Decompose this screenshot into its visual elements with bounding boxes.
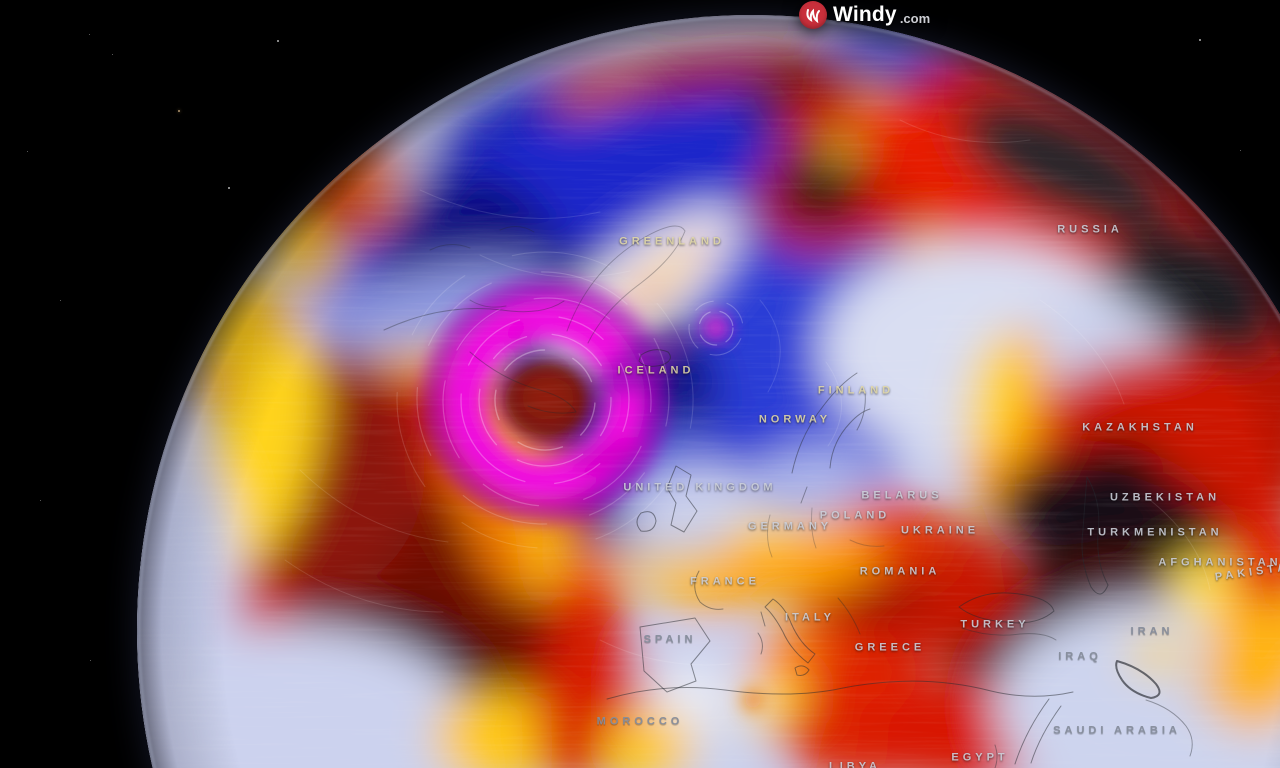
atmosphere-rim [138, 16, 1280, 768]
globe-vignette [137, 15, 1280, 768]
brand-name: Windy [833, 3, 897, 26]
star [40, 500, 41, 501]
anomaly-field-svg [137, 15, 1280, 768]
star [90, 660, 91, 661]
star [112, 54, 113, 55]
brand-tld: .com [899, 11, 931, 26]
windy-swirl-icon [799, 1, 827, 29]
windy-logo[interactable]: Windy .com [799, 1, 930, 29]
star [89, 34, 90, 35]
globe-map-canvas[interactable] [137, 15, 1280, 768]
star [60, 300, 61, 301]
star [27, 151, 28, 152]
